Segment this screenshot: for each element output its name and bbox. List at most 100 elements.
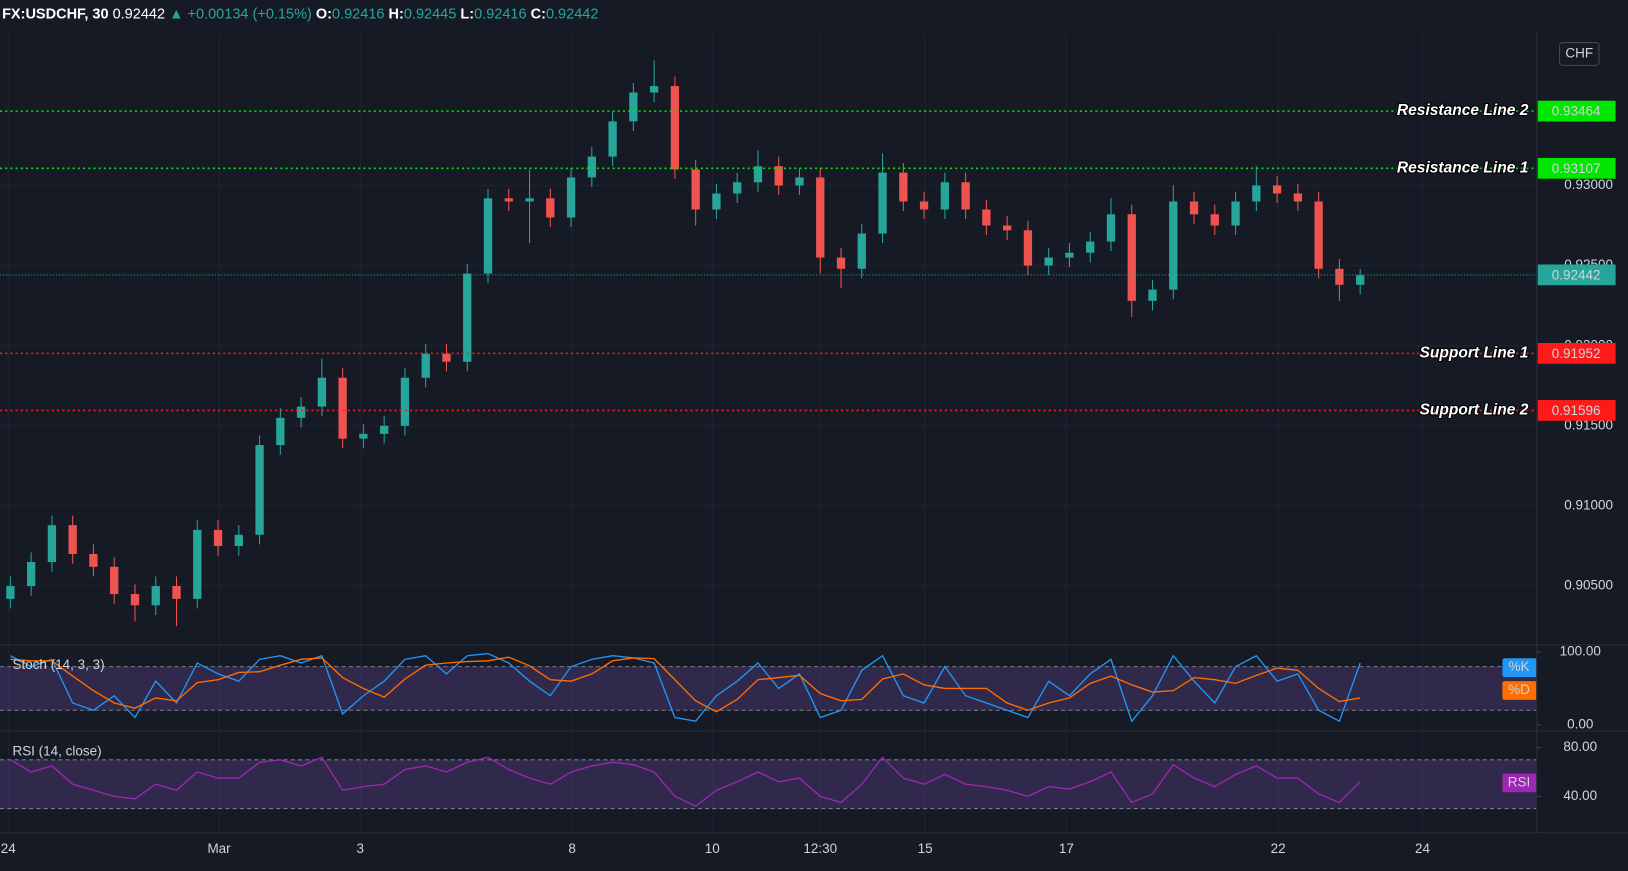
candle-body [89, 554, 98, 567]
candle-body [151, 586, 160, 606]
candle-body [504, 198, 513, 202]
candle-body [1356, 275, 1365, 285]
indicator-line [10, 656, 1361, 713]
level-name: Support Line 2 [1419, 402, 1528, 419]
candle-body [899, 172, 908, 202]
candle-body [629, 92, 638, 122]
level-badge [1537, 157, 1616, 179]
indicator-title: RSI (14, close) [12, 743, 101, 758]
candle-body [1210, 214, 1219, 226]
legend-badge [1502, 681, 1537, 700]
candle-body [940, 182, 950, 210]
x-tick-label: 15 [918, 841, 933, 856]
candle-body [130, 594, 140, 606]
current-price: 0.92442 [1552, 267, 1601, 282]
candle-body [857, 233, 866, 269]
legend-label: RSI [1508, 774, 1530, 789]
level-value: 0.93107 [1552, 161, 1601, 176]
candle-body [276, 417, 285, 446]
current-price-badge [1537, 264, 1616, 286]
candle-body [546, 198, 555, 218]
ohlc-label: C: [531, 6, 546, 22]
candle-body [400, 377, 410, 426]
x-tick-label: 10 [705, 841, 720, 856]
ohlc-label: H: [389, 6, 404, 22]
indicator-line [10, 652, 1361, 723]
x-tick-label: 24 [1415, 841, 1430, 856]
candle-body [47, 525, 57, 563]
y-tick-label: 0.91500 [1564, 417, 1613, 432]
candle-body [919, 201, 929, 210]
candle-body [795, 177, 804, 186]
candle-body [1231, 201, 1240, 226]
candle-body [1086, 241, 1095, 253]
candle-body [878, 172, 887, 234]
level-value: 0.93464 [1552, 104, 1601, 119]
candle-body [1335, 268, 1344, 285]
candle-body [1065, 252, 1074, 258]
candle-body [68, 525, 77, 555]
ohlc-value: 0.92442 [546, 6, 598, 22]
arrow: ▲ [169, 6, 183, 22]
candle-body [380, 425, 389, 434]
ohlc-value: 0.92416 [332, 6, 384, 22]
candle-body [317, 377, 327, 407]
indicator-line [10, 756, 1361, 807]
candle-body [691, 169, 700, 210]
last-price: 0.92442 [113, 6, 165, 22]
candle-body [649, 86, 659, 93]
currency-box[interactable] [1559, 42, 1600, 66]
level-name: Resistance Line 2 [1397, 102, 1529, 119]
level-badge [1537, 343, 1616, 364]
change: +0.00134 (+0.15%) [188, 6, 312, 22]
level-value: 0.91952 [1552, 346, 1601, 361]
indicator-title: Stoch (14, 3, 3) [12, 657, 104, 672]
y-tick-label: 40.00 [1563, 788, 1597, 803]
y-tick-label: 100.00 [1560, 644, 1601, 659]
legend-badge [1502, 773, 1537, 793]
candle-body [110, 566, 119, 595]
legend-label: %D [1508, 682, 1530, 697]
candle-body [26, 562, 36, 587]
band-fill [0, 759, 1537, 809]
candle-body [525, 198, 534, 202]
legend-label: %K [1509, 659, 1530, 674]
candle-body [1169, 201, 1178, 290]
candle-body [1272, 185, 1282, 194]
candle-body [1106, 214, 1116, 242]
candle-body [463, 273, 472, 362]
ohlc-value: 0.92445 [404, 6, 456, 22]
header: FX:USDCHF, 30 0.92442 ▲ +0.00134 (+0.15%… [2, 6, 598, 22]
candle-body [234, 534, 243, 546]
ohlc-value: 0.92416 [474, 6, 526, 22]
candle-body [566, 177, 576, 218]
candle-body [172, 586, 181, 599]
x-tick-label: 24 [1, 841, 16, 856]
candle-body [483, 198, 493, 274]
candle-body [442, 353, 451, 362]
currency: CHF [1565, 46, 1593, 61]
candle-body [608, 121, 617, 157]
candle-body [1189, 201, 1199, 215]
ohlc-label: O: [316, 6, 332, 22]
candle-body [670, 86, 680, 170]
x-tick-label: 22 [1271, 841, 1286, 856]
candle-body [1023, 230, 1033, 266]
candle-body [774, 166, 783, 186]
candle-body [753, 166, 763, 183]
y-tick-label: 0.00 [1567, 716, 1593, 731]
candle-body [816, 177, 825, 258]
level-badge [1537, 100, 1616, 122]
candle-body [338, 377, 347, 439]
y-tick-label: 0.90500 [1564, 578, 1613, 593]
ohlc-label: L: [460, 6, 474, 22]
x-tick-label: 3 [357, 841, 365, 856]
y-tick-label: 80.00 [1563, 739, 1597, 754]
candle-body [6, 586, 15, 599]
chart-root: FX:USDCHF, 30 0.92442 ▲ +0.00134 (+0.15%… [0, 6, 1628, 856]
x-tick-label: 17 [1059, 841, 1074, 856]
candle-body [1127, 214, 1136, 301]
y-tick-label: 0.93000 [1564, 177, 1613, 192]
level-badge [1537, 400, 1616, 421]
